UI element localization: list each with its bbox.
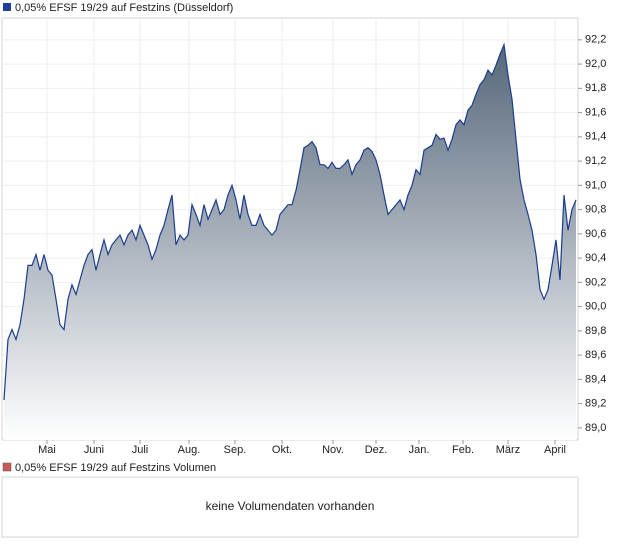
x-tick-label: Juni: [84, 444, 104, 456]
y-tick-label: 92,2: [585, 34, 606, 46]
x-tick-label: Sep.: [224, 444, 247, 456]
x-tick-label: Nov.: [322, 444, 344, 456]
volume-frame: [1, 476, 579, 538]
y-tick-label: 91,8: [585, 82, 606, 94]
x-tick-label: Feb.: [452, 444, 474, 456]
x-tick-label: Jan.: [409, 444, 430, 456]
y-tick-label: 91,0: [585, 179, 606, 191]
x-tick-label: Okt.: [272, 444, 292, 456]
y-tick-label: 90,2: [585, 276, 606, 288]
y-tick-label: 90,4: [585, 252, 606, 264]
x-tick-label: Mai: [38, 444, 56, 456]
y-tick-label: 89,2: [585, 398, 606, 410]
x-tick-label: Aug.: [178, 444, 201, 456]
y-tick-label: 89,8: [585, 325, 606, 337]
x-tick-label: April: [544, 444, 566, 456]
y-tick-label: 91,2: [585, 155, 606, 167]
volume-message: keine Volumendaten vorhanden: [206, 499, 375, 513]
y-tick-label: 89,4: [585, 373, 606, 385]
price-line: [3, 42, 577, 401]
y-tick-label: 92,0: [585, 58, 606, 70]
y-tick-label: 89,0: [585, 422, 606, 434]
x-tick-label: Dez.: [365, 444, 388, 456]
y-tick-label: 90,6: [585, 228, 606, 240]
legend-marker: [2, 462, 12, 472]
y-tick-label: 89,6: [585, 349, 606, 361]
y-tick-label: 90,8: [585, 204, 606, 216]
chart-title: 0,05% EFSF 19/29 auf Festzins (Düsseldor…: [15, 2, 233, 14]
legend-marker: [3, 3, 11, 11]
volume-title: 0,05% EFSF 19/29 auf Festzins Volumen: [15, 462, 216, 474]
y-tick-label: 90,0: [585, 301, 606, 313]
area: [4, 44, 576, 440]
y-tick-label: 91,4: [585, 131, 606, 143]
x-tick-label: März: [496, 444, 520, 456]
y-tick-label: 91,6: [585, 106, 606, 118]
x-tick-label: Juli: [132, 444, 149, 456]
